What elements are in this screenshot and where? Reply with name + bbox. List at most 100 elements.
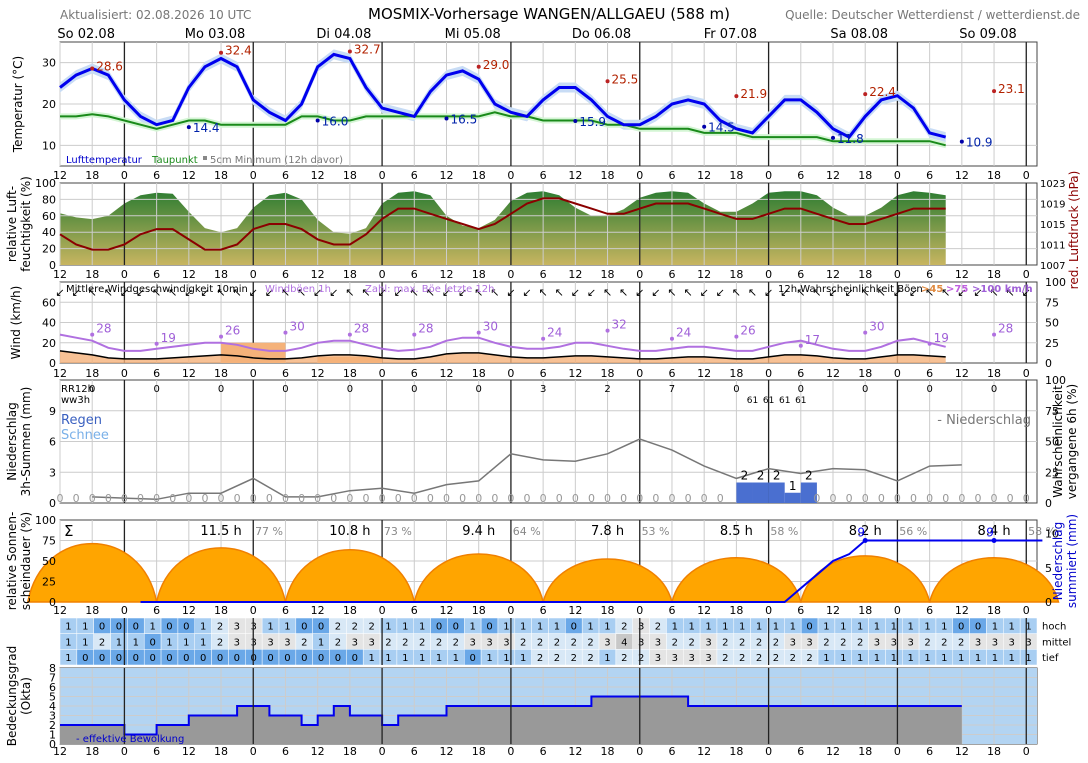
min-point	[959, 139, 964, 144]
hour-tick: 18	[214, 604, 228, 617]
precip-zero: 0	[846, 492, 853, 505]
gust-point	[798, 343, 803, 348]
cloud-cell-value: 0	[335, 653, 341, 664]
cloud-cell-value: 3	[992, 637, 998, 648]
precip-zero: 0	[137, 492, 144, 505]
cloud-cell-value: 0	[82, 653, 88, 664]
cloud-cell-value: 0	[133, 653, 139, 664]
hour-tick: 0	[765, 745, 772, 758]
y-tick-right: 10	[1045, 528, 1059, 541]
hour-tick: 12	[311, 268, 325, 281]
cloud-cell-value: 1	[688, 622, 694, 633]
cloud-cell-value: 1	[891, 653, 897, 664]
legend-wind-gust: Windböen 1h	[265, 284, 331, 295]
precip-ylabel: 3h-Summen (mm)	[19, 387, 33, 497]
wind-arrow-icon: ↖	[426, 286, 435, 299]
max-point	[734, 94, 739, 99]
cloud-cell-value: 0	[116, 653, 122, 664]
cloud-cell-value: 4	[621, 637, 627, 648]
cloud-cell-value: 1	[65, 637, 71, 648]
cloud-cell-value: 2	[722, 637, 728, 648]
cloud-cell-value: 3	[638, 622, 644, 633]
hour-tick: 12	[826, 604, 840, 617]
cloud-cell-value: 2	[739, 653, 745, 664]
precip-zero: 0	[330, 492, 337, 505]
hour-tick: 0	[121, 745, 128, 758]
hour-tick: 6	[411, 745, 418, 758]
y-tick: 40	[42, 226, 56, 239]
wind-arrow-icon: ↙	[329, 286, 338, 299]
rr12h-value: 0	[798, 384, 804, 395]
hour-tick: 0	[379, 268, 386, 281]
hour-tick: 18	[858, 604, 872, 617]
hour-tick: 18	[987, 604, 1001, 617]
precip-zero: 0	[153, 492, 160, 505]
y-tick-right: 75	[1045, 405, 1059, 418]
cloud-cell-value: 2	[773, 637, 779, 648]
hour-tick: 18	[987, 169, 1001, 182]
hour-tick: 18	[729, 268, 743, 281]
cloud-cell-value: 1	[941, 653, 947, 664]
max-point	[219, 50, 224, 55]
cloud-cell-value: 0	[183, 622, 189, 633]
cloud-cell-value: 2	[335, 622, 341, 633]
wind-arrow-icon: ↖	[361, 286, 370, 299]
y-tick: 8	[49, 662, 56, 675]
hour-tick: 18	[729, 604, 743, 617]
prob-ylabel: Wahrscheinlichkeit	[1051, 385, 1065, 498]
cloud-cell-value: 3	[891, 637, 897, 648]
gust-label: 28	[418, 322, 433, 336]
wind-arrow-icon: ↙	[973, 286, 982, 299]
cloud-cell-value: 1	[857, 653, 863, 664]
cloud-cell-value: 3	[267, 637, 273, 648]
cloud-cell-value: 0	[166, 622, 172, 633]
wind-arrow-icon: ↖	[410, 286, 419, 299]
wind-arrow-icon: ↖	[667, 286, 676, 299]
hour-tick: 12	[955, 268, 969, 281]
hour-tick: 0	[1023, 169, 1030, 182]
sum-point	[991, 538, 997, 543]
gust-label: 30	[869, 320, 884, 334]
precip-bar-label: 2	[805, 469, 813, 483]
cloud-cell-value: 2	[739, 637, 745, 648]
day-label: Mo 03.08	[185, 27, 246, 42]
cloud-cell-value: 2	[688, 637, 694, 648]
hour-tick: 12	[955, 745, 969, 758]
hour-tick: 18	[601, 169, 615, 182]
cloud-cell-value: 1	[958, 653, 964, 664]
cloud-cell-value: 2	[587, 653, 593, 664]
max-point	[992, 89, 997, 94]
ww3h-label: ww3h	[61, 395, 90, 406]
hour-tick: 6	[282, 604, 289, 617]
y-tick: 40	[42, 317, 56, 330]
gust-point	[734, 334, 739, 339]
precip-zero: 0	[427, 492, 434, 505]
cloud-ylabel: Bedeckungsgrad	[5, 646, 19, 746]
wind-arrow-icon: ↖	[812, 286, 821, 299]
hour-tick: 6	[411, 604, 418, 617]
sunshine-area	[928, 557, 1060, 603]
cloud-ylabel: (Okta)	[19, 677, 33, 715]
y-tick: 60	[42, 210, 56, 223]
precip-zero: 0	[57, 492, 64, 505]
hour-tick: 6	[668, 268, 675, 281]
legend-prob-45: >45	[921, 284, 943, 295]
effective-cloud-line	[60, 695, 962, 736]
hour-tick: 0	[250, 604, 257, 617]
sunshine-hours: 8.5 h	[720, 524, 753, 539]
cloud-cell-value: 0	[217, 653, 223, 664]
wind-arrow-icon: ↙	[957, 286, 966, 299]
hour-tick: 6	[282, 367, 289, 380]
wind-arrow-icon: ↙	[200, 286, 209, 299]
precip-bar	[800, 482, 817, 503]
precip-zero: 0	[314, 492, 321, 505]
wind-arrow-icon: ↖	[297, 286, 306, 299]
precip-zero: 0	[89, 492, 96, 505]
min-label: 11.8	[837, 132, 864, 146]
cloud-cell-value: 2	[621, 622, 627, 633]
hour-tick: 6	[926, 367, 933, 380]
rr12h-value: 0	[282, 384, 288, 395]
y-tick: 50	[42, 555, 56, 568]
cloud-cell-value: 2	[436, 637, 442, 648]
updated-text: Aktualisiert: 02.08.2026 10 UTC	[60, 8, 251, 22]
